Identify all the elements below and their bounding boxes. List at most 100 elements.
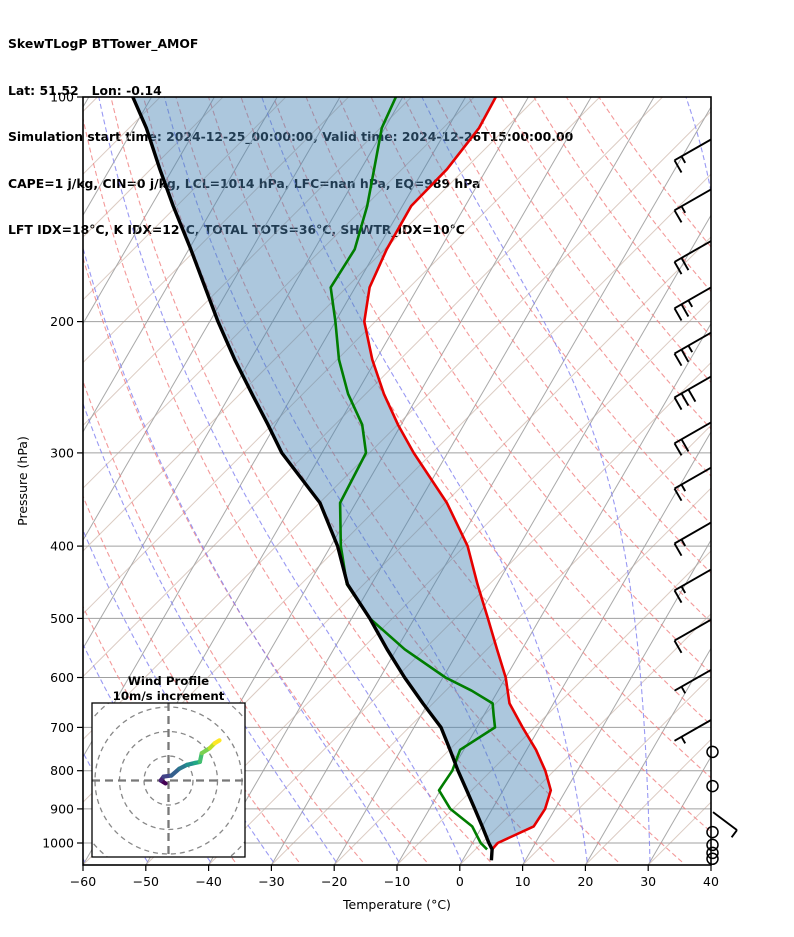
y-tick-label: 600 [50, 670, 74, 685]
diagonal-guide-line [522, 675, 711, 865]
diagonal-guide-line [396, 550, 711, 865]
diagonal-guide-line [271, 424, 711, 865]
dry-adiabat-line [83, 379, 364, 863]
hodograph-trace-segment [212, 738, 222, 746]
calm-wind-circle [706, 846, 719, 860]
diagonal-guide-line [83, 97, 224, 238]
x-tick-label: −30 [258, 874, 284, 889]
hodograph-title-line1: Wind Profile [128, 674, 209, 688]
wind-barb [673, 286, 712, 321]
wind-barb [673, 375, 712, 411]
moist-adiabat-line [83, 642, 211, 863]
moist-adiabat-line [83, 246, 400, 863]
isotherm-line [710, 864, 711, 865]
x-tick-label: 40 [703, 874, 719, 889]
diagonal-guide-line [208, 361, 711, 865]
moist-adiabat-line [83, 402, 337, 863]
y-tick-label: 1000 [42, 836, 74, 851]
x-tick-label: 10 [515, 874, 531, 889]
moist-adiabat-line [163, 97, 525, 863]
dry-adiabat-line [272, 97, 711, 726]
isotherm-line [83, 97, 215, 325]
dry-adiabat-line [305, 97, 711, 674]
x-tick-label: −50 [133, 874, 159, 889]
diagonal-guide-line [83, 97, 475, 489]
wind-barb [673, 618, 712, 654]
isotherm-line [83, 97, 341, 542]
diagonal-guide-line [710, 864, 711, 865]
x-tick-label: 30 [640, 874, 656, 889]
y-tick-label: 800 [50, 763, 74, 778]
hodograph-border [91, 702, 246, 858]
calm-wind-circle [706, 779, 719, 793]
isotherm-line [459, 430, 711, 865]
parcel-curve [131, 97, 494, 861]
diagonal-guide-line [145, 299, 711, 865]
x-tick-label: −40 [195, 874, 221, 889]
calm-wind-circle [706, 852, 719, 866]
wind-barb [712, 811, 738, 838]
temperature-curve [363, 97, 553, 851]
diagonal-guide-line [83, 97, 287, 301]
wind-barb [673, 568, 712, 604]
chart-times: Simulation start time: 2024-12-25_00:00:… [8, 129, 574, 144]
y-tick-label: 700 [50, 720, 74, 735]
wind-barb [673, 188, 712, 223]
isotherm-line [647, 755, 711, 865]
dry-adiabat-line [598, 97, 711, 248]
isotherm-line [83, 97, 90, 108]
moist-adiabat-line [98, 97, 463, 863]
diagonal-guide-line [83, 97, 663, 678]
x-tick-label: −10 [384, 874, 410, 889]
moist-adiabat-line [421, 97, 651, 862]
dry-adiabat-line [142, 97, 619, 863]
x-axis-label: Temperature (°C) [342, 897, 451, 912]
dry-adiabat-line [338, 97, 711, 624]
chart-indices-2: LFT IDX=18°C, K IDX=12°C, TOTAL TOTS=36°… [8, 222, 465, 237]
x-tick-label: 0 [456, 874, 464, 889]
dry-adiabat-line [468, 97, 711, 430]
dry-adiabat-line [83, 255, 428, 863]
calm-wind-circle [706, 838, 719, 852]
y-tick-label: 500 [50, 611, 74, 626]
dry-adiabat-line [370, 97, 711, 574]
diagonal-guide-line [647, 801, 711, 865]
diagonal-guide-line [83, 97, 412, 427]
diagonal-guide-line [83, 97, 349, 364]
isotherm-line [83, 97, 404, 650]
x-tick-label: 20 [577, 874, 593, 889]
isotherm-line [522, 539, 711, 865]
diagonal-guide-line [83, 97, 538, 552]
wind-barb [674, 669, 712, 694]
dry-adiabat-line [565, 97, 711, 293]
dry-adiabat-line [435, 97, 711, 477]
dry-adiabat-line [240, 97, 711, 779]
isotherm-line [584, 647, 711, 865]
dry-adiabat-line [110, 97, 555, 863]
dry-adiabat-line [403, 97, 711, 525]
isotherm-line [270, 106, 711, 865]
moist-adiabat-line [685, 97, 711, 195]
diagonal-guide-line [83, 97, 601, 615]
calm-wind-circle [706, 825, 719, 839]
wind-barb [673, 240, 712, 275]
dry-adiabat-line [83, 115, 491, 863]
wind-barb [673, 466, 712, 502]
y-tick-label: 100 [50, 90, 74, 105]
plot-area-background [83, 97, 711, 865]
wind-barb [673, 421, 712, 456]
isotherm-line [396, 322, 711, 865]
wind-barb [673, 138, 712, 173]
y-tick-label: 300 [50, 445, 74, 460]
chart-location: Lat: 51.52 Lon: -0.14 [8, 82, 162, 98]
moist-adiabat-line [83, 857, 86, 863]
wind-barb [673, 521, 712, 557]
y-tick-label: 400 [50, 539, 74, 554]
dry-adiabat-line [175, 97, 683, 863]
chart-title: SkewTLogP BTTower_AMOF [8, 36, 199, 51]
diagonal-guide-line [459, 613, 711, 865]
y-tick-label: 900 [50, 801, 74, 816]
dry-adiabat-line [500, 97, 711, 384]
